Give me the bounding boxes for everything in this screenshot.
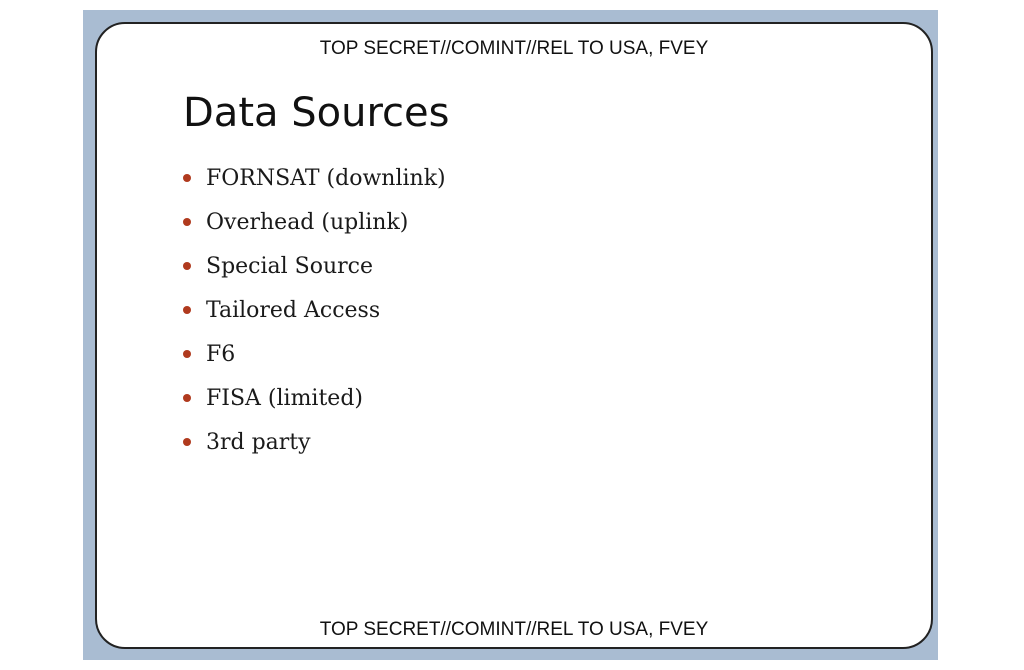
list-item: FORNSAT (downlink)	[183, 156, 446, 200]
bullet-text: Special Source	[206, 253, 374, 279]
classification-banner-top: TOP SECRET//COMINT//REL TO USA, FVEY	[319, 38, 709, 59]
bullet-dot-icon	[183, 306, 191, 314]
list-item: Overhead (uplink)	[183, 200, 446, 244]
bullet-dot-icon	[183, 438, 191, 446]
bullet-dot-icon	[183, 174, 191, 182]
classification-banner-bottom: TOP SECRET//COMINT//REL TO USA, FVEY	[319, 619, 709, 640]
bullet-text: FORNSAT (downlink)	[206, 165, 446, 191]
list-item: FISA (limited)	[183, 376, 446, 420]
list-item: 3rd party	[183, 420, 446, 464]
bullet-list: FORNSAT (downlink) Overhead (uplink) Spe…	[183, 156, 446, 464]
slide-title: Data Sources	[183, 90, 450, 136]
bullet-text: 3rd party	[206, 429, 311, 455]
bullet-dot-icon	[183, 350, 191, 358]
list-item: F6	[183, 332, 446, 376]
bullet-dot-icon	[183, 218, 191, 226]
list-item: Tailored Access	[183, 288, 446, 332]
bullet-text: F6	[206, 341, 236, 367]
bullet-dot-icon	[183, 262, 191, 270]
bullet-text: Tailored Access	[206, 297, 381, 323]
slide: TOP SECRET//COMINT//REL TO USA, FVEY Dat…	[95, 22, 933, 649]
bullet-text: FISA (limited)	[206, 385, 363, 411]
bullet-dot-icon	[183, 394, 191, 402]
bullet-text: Overhead (uplink)	[206, 209, 409, 235]
list-item: Special Source	[183, 244, 446, 288]
